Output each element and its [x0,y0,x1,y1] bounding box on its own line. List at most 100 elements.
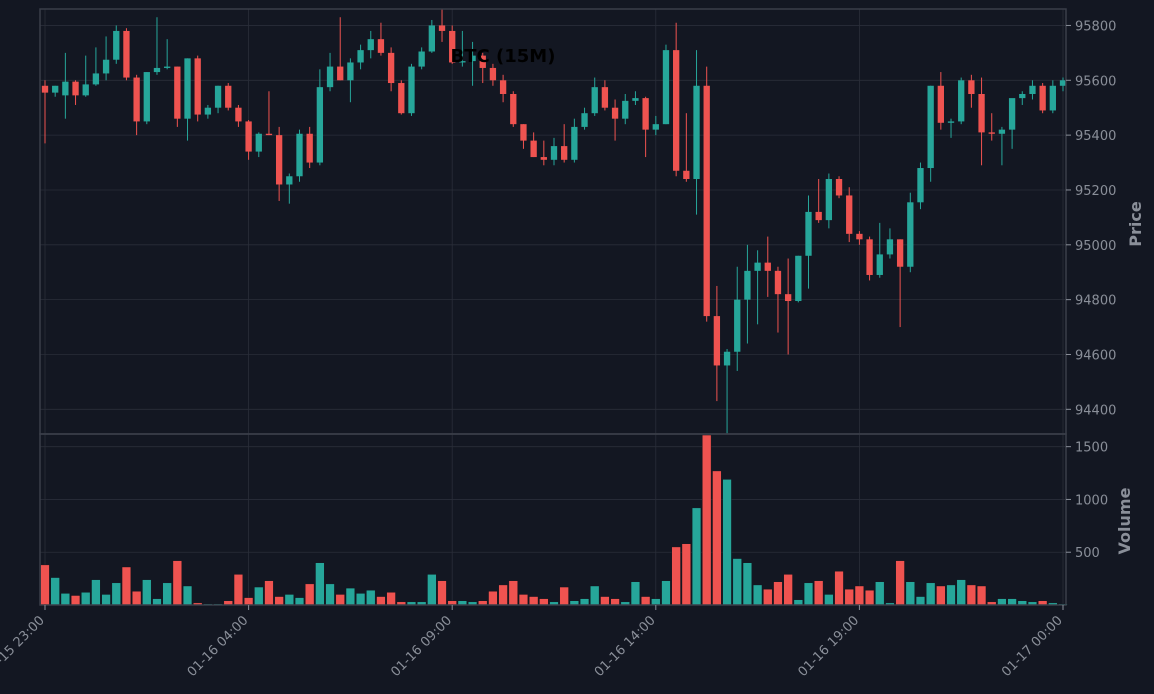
candle-body [184,58,191,119]
volume-bar [803,582,814,606]
volume-bar [182,585,193,606]
grid-lines [40,9,1066,605]
candle-body [265,133,273,136]
volume-bar [518,594,529,606]
candle-body [815,211,822,221]
volume-bar [997,598,1007,606]
volume-bar [376,596,386,606]
volume-bar [905,581,915,606]
candle-body [1039,85,1046,111]
candle-body [947,121,955,123]
candle-body [662,50,670,125]
price-axis-title: Price [1126,201,1145,247]
candle-body [764,262,771,271]
candle-body [113,30,120,60]
candle-body [937,85,944,123]
candle-body [1019,94,1026,99]
candle-body [795,255,802,302]
volume-bar [81,592,91,606]
candle-body [723,351,731,366]
candle-body [958,80,965,122]
volume-bar [172,560,182,606]
candle-body [377,39,385,53]
candle-body [306,133,313,163]
candle-body [459,61,466,63]
volume-tick-label: 500 [1075,546,1100,561]
candle-body [418,51,425,67]
candle-body [805,211,812,256]
candle-body [886,239,894,255]
volume-bar [946,584,956,606]
candle-body [123,30,130,78]
volume-axis-title: Volume [1115,487,1134,554]
candle-body [907,202,914,267]
volume-bar [783,574,793,606]
volume-bars [40,434,1068,606]
candle-body [917,168,924,203]
price-candles [41,9,1067,434]
candle-body [622,100,629,119]
volume-bar [579,598,590,606]
candle-body [347,62,354,81]
candle-body [143,72,150,122]
candle-body [601,87,609,108]
candle-body [275,135,283,185]
volume-bar [722,479,732,606]
candle-body [174,66,181,119]
candle-body [92,73,100,85]
candle-body [438,25,446,31]
volume-bar [529,596,539,606]
volume-bar [702,434,712,606]
volume-bar [335,594,345,606]
candle-body [571,126,578,160]
price-tick-label: 95000 [1075,239,1116,254]
volume-bar [70,595,81,606]
candle-body [357,50,364,63]
candle-body [866,239,873,275]
candle-body [255,133,262,152]
candle-body [876,254,883,275]
candle-body [784,294,792,302]
volume-bar [294,597,305,606]
volume-bar [600,596,610,606]
volume-panel-frame [39,433,1067,606]
volume-bar [814,580,824,606]
candle-body [978,94,985,133]
volume-bar [315,562,325,606]
candle-body [683,170,690,179]
volume-bar [437,580,447,606]
candle-body [520,124,527,141]
volume-bar [844,588,854,606]
volume-bar [345,587,355,606]
volume-bar [508,580,518,606]
candle-body [581,113,588,127]
volume-tick-label: 1000 [1075,493,1108,508]
volume-bar [132,591,142,606]
candle-body [896,239,904,267]
candle-body [214,85,222,108]
volume-bar [121,566,132,606]
candle-body [825,179,833,221]
candle-body [204,107,212,115]
volume-bar [824,594,834,606]
volume-bar [651,598,661,606]
candle-body [744,270,751,300]
volume-bar [875,581,885,606]
volume-bar [142,579,152,606]
candle-body [968,80,975,94]
candle-body [41,85,49,93]
volume-bar [976,585,987,606]
price-tick-label: 95600 [1075,74,1116,89]
candle-body [856,233,863,240]
volume-bar [773,581,783,606]
volume-bar [101,594,111,606]
volume-bar [895,560,905,606]
volume-bar [427,574,437,606]
candle-body [133,77,140,122]
volume-bar [233,574,243,606]
candle-body [510,94,517,125]
volume-bar [915,596,926,606]
candle-body [835,179,843,196]
candle-body [225,85,232,108]
volume-bar [630,581,641,606]
